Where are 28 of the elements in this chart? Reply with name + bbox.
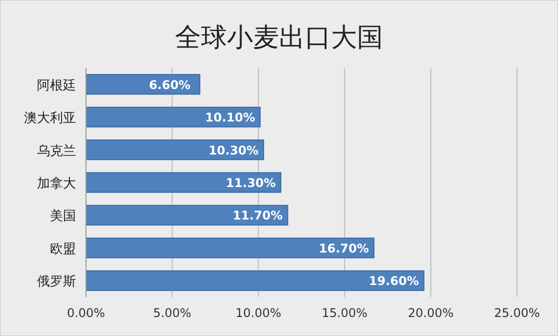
bar: [86, 74, 200, 95]
data-label: 11.70%: [232, 208, 283, 223]
data-label: 16.70%: [318, 241, 369, 256]
x-tick-label: 25.00%: [494, 306, 540, 320]
y-tick-label: 美国: [50, 208, 76, 224]
bar: [86, 172, 282, 193]
bar: [86, 139, 264, 160]
x-tick-label: 10.00%: [236, 306, 282, 320]
bar: [86, 270, 424, 291]
y-tick-label: 乌克兰: [37, 144, 76, 159]
data-label: 10.10%: [205, 110, 256, 125]
bar: [86, 238, 374, 258]
x-tick-label: 0.00%: [66, 306, 106, 320]
data-label: 6.60%: [148, 78, 191, 92]
data-label: 10.30%: [208, 143, 259, 158]
y-tick-label: 阿根廷: [37, 78, 76, 94]
y-tick-label: 澳大利亚: [24, 111, 76, 126]
chart-title: 全球小麦出口大国: [175, 23, 383, 53]
data-label: 19.60%: [368, 274, 419, 288]
y-tick-label: 加拿大: [37, 176, 76, 192]
bar: [86, 204, 288, 226]
x-tick-label: 5.00%: [153, 306, 192, 320]
y-tick-label: 俄罗斯: [37, 274, 76, 290]
data-label: 11.30%: [226, 176, 276, 190]
y-tick-label: 欧盟: [50, 242, 76, 257]
bar: [86, 106, 261, 128]
x-tick-label: 20.00%: [408, 306, 454, 320]
x-tick-label: 15.00%: [322, 306, 368, 320]
